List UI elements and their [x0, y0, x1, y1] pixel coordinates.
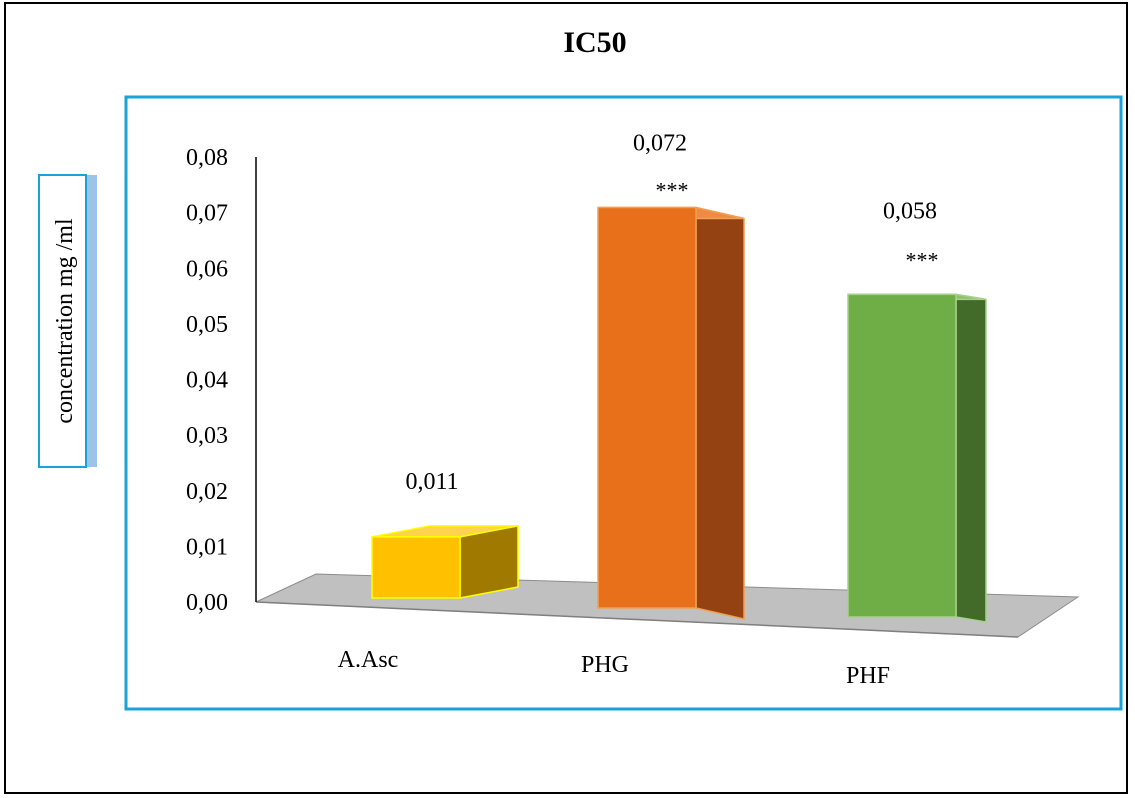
y-tick-label: 0,04 [186, 368, 228, 394]
x-tick-label: PHG [581, 652, 629, 678]
y-tick-label: 0,07 [186, 201, 228, 227]
bar-side [459, 524, 519, 599]
y-tick-label: 0,08 [186, 145, 228, 171]
significance-marker: *** [656, 178, 689, 203]
y-tick-label: 0,01 [186, 534, 228, 560]
chart-title: IC50 [563, 26, 626, 59]
data-label: 0,011 [405, 469, 458, 495]
x-tick-label: A.Asc [338, 647, 399, 673]
y-axis-label: concentration mg /ml [52, 218, 78, 424]
y-axis-title: concentration mg /ml [38, 174, 97, 468]
bar-front [597, 206, 697, 609]
y-tick-label: 0,06 [186, 256, 228, 282]
bar-side [695, 206, 745, 620]
y-tick-label: 0,05 [186, 312, 228, 338]
y-tick-label: 0,03 [186, 423, 228, 449]
bar-front [847, 293, 957, 618]
y-tick-label: 0,02 [186, 479, 228, 505]
plot-area-border [124, 95, 1123, 711]
bar-side [955, 293, 987, 623]
x-tick-label: PHF [846, 663, 890, 689]
data-label: 0,058 [883, 198, 937, 224]
bar-front [371, 536, 461, 599]
data-label: 0,072 [633, 131, 687, 157]
bar-A.Asc [371, 524, 519, 599]
significance-marker: *** [906, 247, 939, 272]
x-axis-line [255, 601, 1019, 638]
bar-PHG [597, 206, 745, 620]
y-tick-label: 0,00 [186, 590, 228, 616]
bar-PHF [847, 293, 987, 623]
